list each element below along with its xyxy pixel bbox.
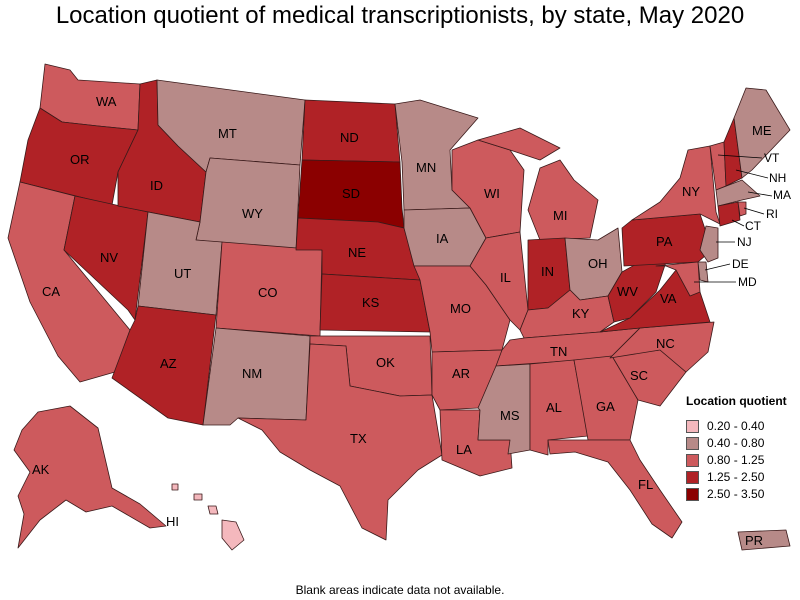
label-wv: WV bbox=[617, 284, 638, 299]
state-ct[interactable] bbox=[717, 201, 741, 227]
state-md[interactable] bbox=[655, 261, 701, 297]
label-ct: CT bbox=[745, 219, 762, 233]
label-nh: NH bbox=[769, 171, 786, 185]
label-or: OR bbox=[70, 152, 90, 167]
label-sc: SC bbox=[630, 368, 648, 383]
footnote: Blank areas indicate data not available. bbox=[295, 583, 505, 597]
label-ma: MA bbox=[773, 188, 791, 202]
state-ak[interactable] bbox=[13, 405, 167, 549]
legend-swatch bbox=[686, 453, 699, 467]
legend-swatch bbox=[686, 436, 699, 450]
state-nj[interactable] bbox=[699, 225, 719, 263]
label-hi: HI bbox=[166, 514, 179, 529]
legend-title: Location quotient bbox=[686, 394, 787, 408]
label-ky: KY bbox=[572, 306, 590, 321]
state-hi-main[interactable] bbox=[221, 519, 245, 551]
legend-swatch bbox=[686, 487, 699, 501]
label-ri: RI bbox=[766, 207, 778, 221]
legend-label: 2.50 - 3.50 bbox=[707, 487, 765, 501]
label-il: IL bbox=[500, 270, 511, 285]
label-ia: IA bbox=[436, 231, 449, 246]
state-hi-oahu[interactable] bbox=[193, 493, 203, 501]
state-fl[interactable] bbox=[547, 439, 683, 539]
legend-swatch bbox=[686, 419, 699, 433]
state-tx[interactable] bbox=[237, 343, 443, 541]
label-wy: WY bbox=[242, 206, 263, 221]
label-ne: NE bbox=[348, 245, 366, 260]
label-ut: UT bbox=[174, 266, 191, 281]
label-de: DE bbox=[732, 257, 749, 271]
label-al: AL bbox=[546, 400, 562, 415]
state-me[interactable] bbox=[733, 87, 791, 179]
label-fl: FL bbox=[638, 477, 653, 492]
state-ma[interactable] bbox=[715, 179, 761, 207]
label-tx: TX bbox=[350, 431, 367, 446]
label-mt: MT bbox=[218, 126, 237, 141]
label-nd: ND bbox=[340, 130, 359, 145]
state-mi[interactable] bbox=[527, 159, 599, 241]
state-hi-kauai[interactable] bbox=[171, 483, 179, 491]
legend-item: 0.40 - 0.80 bbox=[686, 435, 787, 451]
legend-label: 0.20 - 0.40 bbox=[707, 419, 765, 433]
label-nm: NM bbox=[242, 366, 262, 381]
label-nv: NV bbox=[100, 250, 118, 265]
label-ar: AR bbox=[452, 366, 470, 381]
label-tn: TN bbox=[550, 344, 567, 359]
legend: Location quotient 0.20 - 0.40 0.40 - 0.80… bbox=[686, 394, 787, 503]
state-il[interactable] bbox=[469, 231, 529, 331]
map-title: Location quotient of medical transcripti… bbox=[55, 2, 745, 29]
label-mi: MI bbox=[553, 208, 567, 223]
label-az: AZ bbox=[160, 356, 177, 371]
label-wi: WI bbox=[484, 186, 500, 201]
label-ok: OK bbox=[376, 355, 395, 370]
label-sd: SD bbox=[342, 186, 360, 201]
state-ri[interactable] bbox=[737, 201, 747, 217]
label-pa: PA bbox=[656, 234, 673, 249]
label-nc: NC bbox=[656, 336, 675, 351]
label-wa: WA bbox=[96, 94, 117, 109]
state-ga[interactable] bbox=[573, 355, 639, 441]
legend-label: 1.25 - 2.50 bbox=[707, 470, 765, 484]
legend-item: 2.50 - 3.50 bbox=[686, 486, 787, 502]
legend-label: 0.80 - 1.25 bbox=[707, 453, 765, 467]
state-hi-maui[interactable] bbox=[207, 505, 219, 515]
state-az[interactable] bbox=[111, 305, 217, 426]
label-vt: VT bbox=[764, 151, 780, 165]
label-pr: PR bbox=[745, 533, 763, 548]
state-wv[interactable] bbox=[607, 261, 667, 323]
label-ms: MS bbox=[500, 408, 520, 423]
state-wy[interactable] bbox=[195, 157, 301, 251]
label-mn: MN bbox=[416, 160, 436, 175]
legend-item: 1.25 - 2.50 bbox=[686, 469, 787, 485]
label-id: ID bbox=[150, 178, 163, 193]
state-pr[interactable] bbox=[737, 529, 791, 551]
label-la: LA bbox=[456, 442, 472, 457]
label-va: VA bbox=[660, 291, 677, 306]
legend-item: 0.80 - 1.25 bbox=[686, 452, 787, 468]
legend-item: 0.20 - 0.40 bbox=[686, 418, 787, 434]
legend-label: 0.40 - 0.80 bbox=[707, 436, 765, 450]
state-mi-upper[interactable] bbox=[477, 127, 561, 161]
label-in: IN bbox=[541, 264, 554, 279]
label-co: CO bbox=[258, 285, 278, 300]
legend-swatch bbox=[686, 470, 699, 484]
label-md: MD bbox=[738, 275, 757, 289]
label-mo: MO bbox=[450, 301, 471, 316]
label-ks: KS bbox=[362, 295, 380, 310]
label-me: ME bbox=[752, 123, 772, 138]
label-nj: NJ bbox=[737, 235, 752, 249]
label-ak: AK bbox=[32, 462, 50, 477]
label-ga: GA bbox=[596, 399, 615, 414]
label-ca: CA bbox=[42, 284, 60, 299]
label-oh: OH bbox=[588, 256, 608, 271]
state-ny[interactable] bbox=[631, 145, 721, 225]
label-ny: NY bbox=[682, 184, 700, 199]
